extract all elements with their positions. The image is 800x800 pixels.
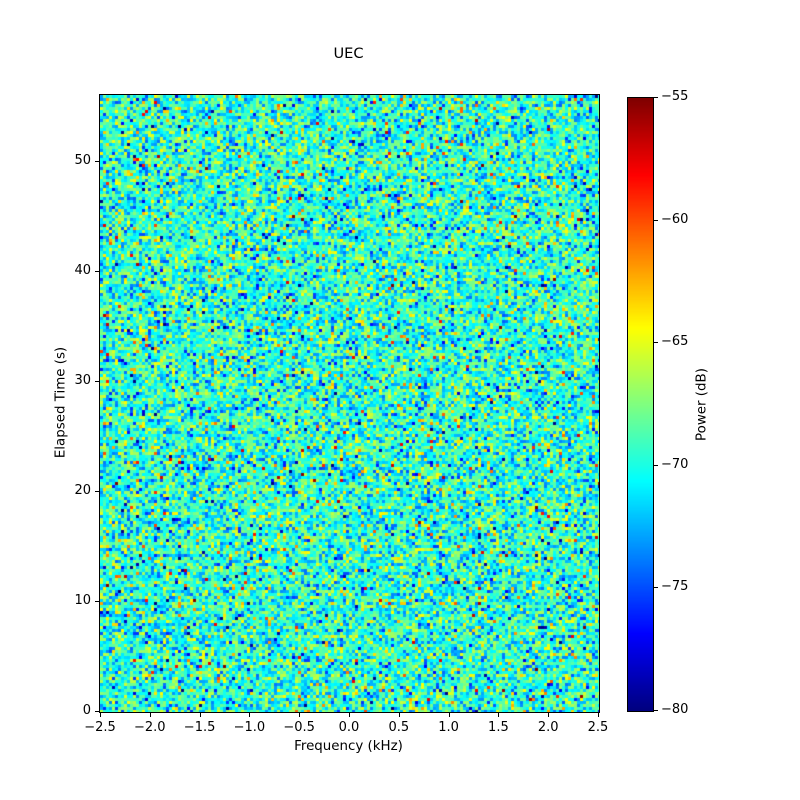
chart-title: UEC [333,45,364,62]
y-axis-label: Elapsed Time (s) [53,346,69,459]
x-tick-mark [199,713,201,717]
colorbar-tick-label: −75 [661,579,689,595]
colorbar-tick-mark [654,710,658,711]
x-tick-label: −1.0 [233,720,266,735]
x-tick-label: 2.0 [537,720,559,735]
plot-area [99,94,600,713]
x-tick-label: −1.5 [183,720,216,735]
y-tick-mark [95,271,99,273]
x-tick-label: 0.5 [388,720,410,735]
y-tick-label: 0 [82,703,91,718]
colorbar-tick-label: −65 [661,334,689,350]
spectrogram-heatmap [100,95,599,712]
x-tick-label: −2.5 [84,720,116,735]
y-tick-label: 30 [74,373,91,389]
x-axis-label: Frequency (kHz) [294,739,403,754]
x-tick-mark [448,713,450,717]
colorbar-tick-label: −55 [661,89,689,104]
y-tick-mark [95,491,99,493]
y-tick-label: 20 [74,483,91,499]
x-tick-mark [149,713,151,717]
colorbar-tick-mark [654,464,658,466]
colorbar-tick-label: −70 [661,456,689,472]
x-tick-label: 2.5 [587,720,609,735]
y-tick-label: 40 [74,263,91,279]
x-tick-label: 1.5 [488,720,509,735]
colorbar-tick-mark [654,342,658,344]
y-tick-mark [95,711,99,712]
x-tick-mark [249,713,251,717]
colorbar-tick-mark [654,219,658,221]
x-tick-label: 0.0 [338,720,360,735]
colorbar-tick-mark [654,97,658,98]
y-tick-mark [95,601,99,603]
colorbar-tick-label: −80 [661,702,689,717]
x-tick-mark [548,713,550,717]
colorbar-tick-mark [654,587,658,589]
x-tick-mark [598,713,599,717]
colorbar-tick-label: −60 [661,211,689,227]
y-tick-label: 50 [74,153,91,169]
y-tick-mark [95,161,99,163]
colorbar-gradient [628,98,653,711]
x-tick-label: −0.5 [283,720,315,735]
x-tick-mark [100,713,101,717]
x-tick-mark [498,713,500,717]
y-tick-mark [95,381,99,383]
x-tick-label: −2.0 [134,720,166,735]
colorbar [627,97,654,712]
x-tick-mark [349,713,350,717]
x-tick-label: 1.0 [438,720,459,735]
y-tick-label: 10 [74,593,91,609]
x-tick-mark [299,713,301,717]
x-tick-mark [398,713,400,717]
